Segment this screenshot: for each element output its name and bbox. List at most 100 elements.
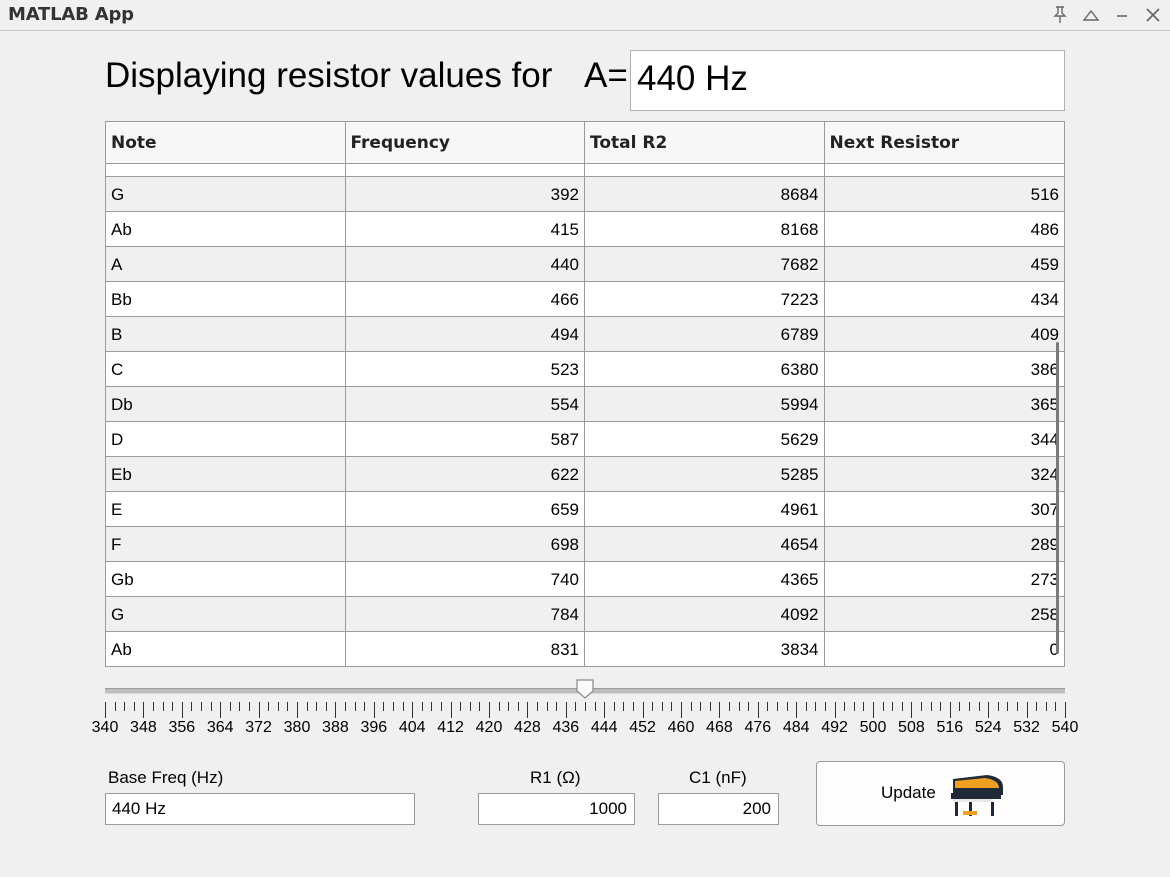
cell-next-resistor[interactable]: 365 — [1030, 395, 1059, 414]
cell-frequency[interactable]: 622 — [346, 457, 585, 491]
table-row[interactable]: B 494 6789 409 — [106, 317, 1064, 352]
column-header-note[interactable]: Note — [106, 122, 346, 163]
tick-label: 420 — [475, 719, 503, 736]
collapse-icon[interactable] — [1080, 5, 1102, 25]
cell-frequency[interactable]: 831 — [346, 632, 585, 666]
cell-total-r2[interactable]: 6789 — [585, 317, 825, 351]
table-row[interactable]: Ab 831 3834 0 — [106, 632, 1064, 666]
cell-note[interactable]: Gb — [106, 562, 346, 596]
table-row[interactable]: Eb 622 5285 324 — [106, 457, 1064, 492]
cell-next-resistor[interactable]: 289 — [1030, 535, 1059, 554]
cell-note[interactable]: Bb — [106, 282, 346, 316]
close-icon[interactable] — [1142, 5, 1164, 25]
cell-frequency[interactable]: 466 — [346, 282, 585, 316]
cell-next-resistor[interactable]: 516 — [1030, 185, 1059, 204]
cell-note[interactable]: Ab — [106, 632, 346, 666]
cell-note[interactable]: D — [106, 422, 346, 456]
cell-frequency[interactable]: 440 — [346, 247, 585, 281]
cell-note[interactable]: Ab — [106, 212, 346, 246]
cell-next-resistor[interactable]: 459 — [1030, 255, 1059, 274]
cell-next-resistor[interactable]: 434 — [1030, 290, 1059, 309]
cell-note[interactable]: C — [106, 352, 346, 386]
cell-total-r2[interactable]: 8684 — [585, 177, 825, 211]
cell-next-resistor[interactable]: 486 — [1030, 220, 1059, 239]
cell-note[interactable]: G — [106, 177, 346, 211]
cell-note[interactable]: Db — [106, 387, 346, 421]
tick-label: 364 — [206, 719, 234, 736]
cell-frequency[interactable]: 523 — [346, 352, 585, 386]
r1-label: R1 (Ω) — [530, 768, 581, 787]
tick-label: 468 — [706, 719, 733, 736]
c1-input[interactable]: 200 — [658, 793, 779, 825]
table-header: Note Frequency Total R2 Next Resistor — [106, 122, 1064, 164]
table-row[interactable]: A 440 7682 459 — [106, 247, 1064, 282]
pin-icon[interactable] — [1049, 5, 1071, 25]
cell-total-r2[interactable]: 4092 — [585, 597, 825, 631]
cell-frequency[interactable]: 698 — [346, 527, 585, 561]
table-row[interactable]: F 698 4654 289 — [106, 527, 1064, 562]
base-freq-label: Base Freq (Hz) — [108, 768, 224, 787]
cell-frequency[interactable]: 415 — [346, 212, 585, 246]
cell-total-r2[interactable]: 7682 — [585, 247, 825, 281]
r1-input[interactable]: 1000 — [478, 793, 635, 825]
table-row[interactable]: Ab 415 8168 486 — [106, 212, 1064, 247]
cell-frequency[interactable]: 587 — [346, 422, 585, 456]
tick-label: 484 — [782, 719, 810, 736]
frequency-display[interactable]: 440 Hz — [630, 50, 1065, 111]
cell-frequency[interactable]: 494 — [346, 317, 585, 351]
cell-frequency[interactable]: 784 — [346, 597, 585, 631]
cell-total-r2[interactable]: 4961 — [585, 492, 825, 526]
page-heading: Displaying resistor values for A= — [105, 56, 628, 96]
cell-note[interactable]: E — [106, 492, 346, 526]
tick-label: 348 — [130, 719, 157, 736]
cell-total-r2[interactable]: 5994 — [585, 387, 825, 421]
table-row[interactable]: Db 554 5994 365 — [106, 387, 1064, 422]
cell-total-r2[interactable]: 5629 — [585, 422, 825, 456]
tick-label: 444 — [590, 719, 618, 736]
cell-total-r2[interactable]: 3834 — [585, 632, 825, 666]
piano-icon — [951, 775, 1003, 816]
table-row[interactable]: Gb 740 4365 273 — [106, 562, 1064, 597]
cell-frequency[interactable]: 659 — [346, 492, 585, 526]
tick-label: 476 — [744, 719, 772, 736]
column-header-frequency[interactable]: Frequency — [346, 122, 585, 163]
cell-total-r2[interactable]: 8168 — [585, 212, 825, 246]
tick-label: 404 — [398, 719, 426, 736]
table-row[interactable]: Bb 466 7223 434 — [106, 282, 1064, 317]
table-row[interactable]: G 392 8684 516 — [106, 177, 1064, 212]
cell-note[interactable]: F — [106, 527, 346, 561]
minimize-icon[interactable] — [1111, 5, 1133, 25]
cell-next-resistor[interactable]: 307 — [1030, 500, 1059, 519]
column-header-next-resistor[interactable]: Next Resistor — [829, 133, 960, 153]
table-row[interactable]: D 587 5629 344 — [106, 422, 1064, 457]
cell-next-resistor[interactable]: 324 — [1030, 465, 1059, 484]
table-row[interactable]: E 659 4961 307 — [106, 492, 1064, 527]
cell-note[interactable]: G — [106, 597, 346, 631]
cell-note[interactable]: Eb — [106, 457, 346, 491]
cell-total-r2[interactable]: 5285 — [585, 457, 825, 491]
table-scrollbar[interactable] — [1056, 342, 1059, 654]
base-freq-input[interactable]: 440 Hz — [105, 793, 415, 825]
cell-total-r2[interactable]: 7223 — [585, 282, 825, 316]
tick-label: 500 — [859, 719, 887, 736]
cell-next-resistor[interactable]: 409 — [1030, 325, 1059, 344]
cell-next-resistor[interactable]: 0 — [1049, 640, 1059, 659]
cell-total-r2[interactable]: 4365 — [585, 562, 825, 596]
cell-next-resistor[interactable]: 344 — [1030, 430, 1059, 449]
cell-total-r2[interactable]: 4654 — [585, 527, 825, 561]
cell-next-resistor[interactable]: 386 — [1030, 360, 1059, 379]
tick-label: 428 — [514, 719, 541, 736]
column-header-total-r2[interactable]: Total R2 — [585, 122, 825, 163]
cell-frequency[interactable]: 392 — [346, 177, 585, 211]
table-row[interactable]: C 523 6380 386 — [106, 352, 1064, 387]
cell-frequency[interactable]: 554 — [346, 387, 585, 421]
cell-note[interactable]: B — [106, 317, 346, 351]
table-row[interactable]: G 784 4092 258 — [106, 597, 1064, 632]
cell-frequency[interactable]: 740 — [346, 562, 585, 596]
cell-total-r2[interactable]: 6380 — [585, 352, 825, 386]
cell-note[interactable]: A — [106, 247, 346, 281]
cell-next-resistor[interactable]: 273 — [1030, 570, 1059, 589]
update-button[interactable]: Update — [816, 761, 1065, 826]
frequency-slider-thumb[interactable] — [576, 679, 594, 699]
cell-next-resistor[interactable]: 258 — [1030, 605, 1059, 624]
